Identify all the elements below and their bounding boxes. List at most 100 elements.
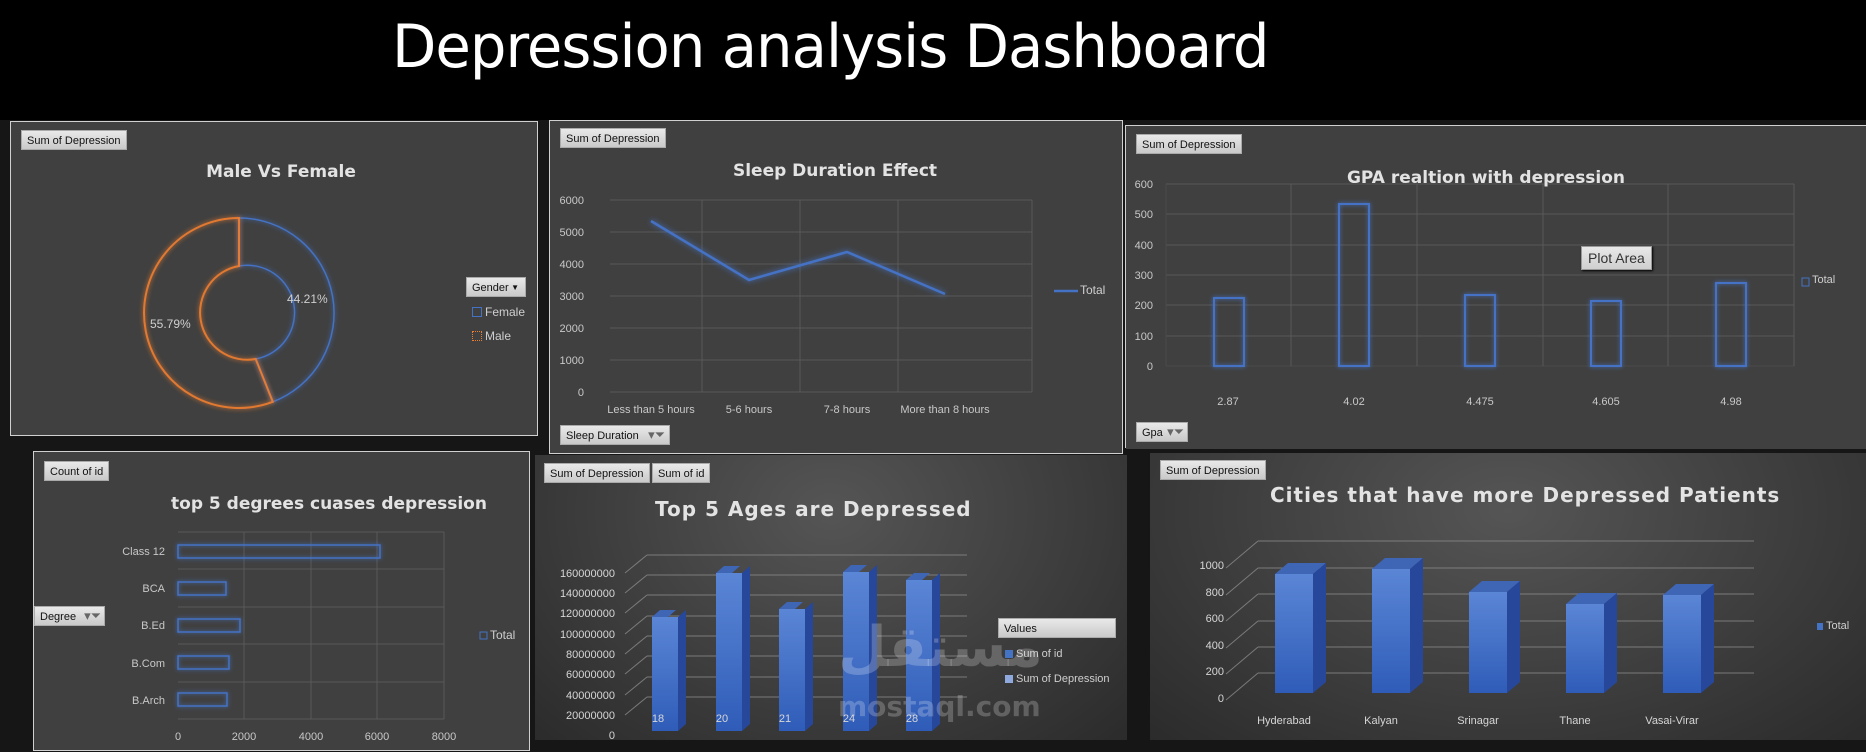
svg-text:4.475: 4.475 bbox=[1466, 396, 1494, 408]
svg-text:Kalyan: Kalyan bbox=[1364, 715, 1398, 727]
degree-filter-button[interactable]: Degree ▾⏷ bbox=[34, 606, 105, 626]
svg-text:20000000: 20000000 bbox=[566, 710, 615, 722]
female-slice bbox=[238, 217, 335, 403]
chart-title: Sleep Duration Effect bbox=[732, 161, 938, 181]
gender-filter-button[interactable]: Gender ▼ bbox=[466, 277, 526, 297]
filter-label: Gpa bbox=[1142, 427, 1163, 439]
values-legend-header: Values bbox=[998, 618, 1116, 638]
filter-funnel-icon: ▾⏷ bbox=[1167, 424, 1184, 439]
svg-text:28: 28 bbox=[906, 713, 918, 725]
svg-text:BCA: BCA bbox=[142, 583, 165, 595]
svg-text:400: 400 bbox=[1206, 640, 1224, 652]
svg-text:100000000: 100000000 bbox=[560, 629, 615, 641]
svg-text:0: 0 bbox=[578, 387, 584, 399]
3d-column-chart: 1000 800 600 400 200 0 Hyderabad Kalyan Srinaga… bbox=[1200, 540, 1823, 727]
legend-sum-of-depression[interactable]: Sum of Depression bbox=[1005, 673, 1110, 685]
svg-text:1000: 1000 bbox=[1200, 560, 1224, 572]
total-line bbox=[650, 219, 946, 296]
svg-text:3000: 3000 bbox=[560, 291, 584, 303]
bar-4-475 bbox=[1464, 294, 1496, 367]
dashboard-header: Depression analysis Dashboard bbox=[0, 0, 1866, 120]
legend-total[interactable]: Total bbox=[1080, 283, 1106, 297]
gpa-filter-button[interactable]: Gpa ▾⏷ bbox=[1136, 422, 1188, 442]
svg-text:100: 100 bbox=[1135, 331, 1153, 343]
legend-total[interactable]: Total bbox=[1812, 274, 1836, 286]
chart-title: GPA realtion with depression bbox=[1346, 168, 1626, 188]
chart-title: top 5 degrees cuases depression bbox=[171, 494, 487, 514]
svg-text:2000: 2000 bbox=[560, 323, 584, 335]
male-slice bbox=[143, 216, 275, 409]
svg-text:5-6 hours: 5-6 hours bbox=[726, 404, 773, 416]
degrees-chart-panel[interactable]: Count of id top 5 degrees cuases depress… bbox=[33, 451, 530, 751]
svg-text:Hyderabad: Hyderabad bbox=[1257, 715, 1311, 727]
bar-4-605 bbox=[1590, 300, 1622, 367]
page-title: Depression analysis Dashboard bbox=[392, 12, 1269, 82]
age-bars bbox=[652, 565, 940, 731]
cities-chart-panel[interactable]: Sum of Depression Cities that have more … bbox=[1150, 453, 1866, 740]
svg-text:600: 600 bbox=[1135, 179, 1153, 191]
sum-of-id-field-button[interactable]: Sum of id bbox=[652, 463, 711, 483]
bar-bca bbox=[177, 581, 227, 596]
svg-text:0: 0 bbox=[609, 730, 615, 740]
bar-bed bbox=[177, 618, 241, 633]
svg-text:Less than 5 hours: Less than 5 hours bbox=[607, 404, 695, 416]
sum-of-depression-field-button[interactable]: Sum of Depression bbox=[560, 128, 666, 148]
plot-area-tooltip: Plot Area bbox=[1581, 246, 1652, 270]
bar-2-87 bbox=[1213, 297, 1245, 367]
svg-text:4000: 4000 bbox=[299, 731, 323, 743]
svg-text:120000000: 120000000 bbox=[560, 608, 615, 620]
count-of-id-field-button[interactable]: Count of id bbox=[44, 461, 110, 481]
legend-label: Sum of id bbox=[1016, 648, 1063, 660]
svg-text:0: 0 bbox=[1218, 693, 1224, 705]
ages-x-labels: 18 20 21 24 28 bbox=[652, 713, 918, 725]
city-bars bbox=[1275, 558, 1714, 693]
svg-text:4.98: 4.98 bbox=[1720, 396, 1741, 408]
legend-total[interactable]: Total bbox=[490, 628, 516, 642]
bar-4-02 bbox=[1338, 203, 1370, 367]
svg-text:6000: 6000 bbox=[365, 731, 389, 743]
svg-text:8000: 8000 bbox=[432, 731, 456, 743]
svg-text:800: 800 bbox=[1206, 587, 1224, 599]
legend-total[interactable]: Total bbox=[1826, 620, 1850, 632]
filter-label: Degree bbox=[40, 611, 77, 623]
filter-label: Sleep Duration bbox=[566, 430, 639, 442]
3d-column-chart: 160000000 140000000 120000000 100000000 8000… bbox=[560, 554, 967, 740]
svg-text:400: 400 bbox=[1135, 240, 1153, 252]
svg-text:0: 0 bbox=[1147, 361, 1153, 373]
sleep-chart-panel[interactable]: Sum of Depression Sleep Duration Effect … bbox=[549, 120, 1123, 454]
sum-of-depression-field-button[interactable]: Sum of Depression bbox=[544, 463, 650, 483]
filter-funnel-icon: ▾⏷ bbox=[84, 608, 101, 623]
svg-text:600: 600 bbox=[1206, 613, 1224, 625]
legend-label: Female bbox=[485, 305, 526, 319]
svg-text:4000: 4000 bbox=[560, 259, 584, 271]
svg-text:More than 8 hours: More than 8 hours bbox=[900, 404, 990, 416]
svg-text:Thane: Thane bbox=[1559, 715, 1590, 727]
svg-text:1000: 1000 bbox=[560, 355, 584, 367]
ages-chart-panel[interactable]: Sum of Depression Sum of id Top 5 Ages a… bbox=[535, 455, 1127, 740]
line-chart: 6000 5000 4000 3000 2000 1000 0 Less than 5 ho… bbox=[560, 195, 1078, 416]
sum-of-depression-field-button[interactable]: Sum of Depression bbox=[1136, 134, 1242, 154]
svg-text:21: 21 bbox=[779, 713, 791, 725]
sleep-duration-filter-button[interactable]: Sleep Duration ▾⏷ bbox=[560, 425, 670, 445]
svg-text:5000: 5000 bbox=[560, 227, 584, 239]
legend-sum-of-id[interactable]: Sum of id bbox=[1005, 648, 1062, 660]
legend-label: Male bbox=[485, 329, 512, 343]
legend-label: Sum of Depression bbox=[1016, 673, 1110, 685]
gender-chart-panel[interactable]: Sum of Depression Male Vs Female 44.21% … bbox=[10, 121, 538, 436]
sum-of-depression-field-button[interactable]: Sum of Depression bbox=[1160, 460, 1266, 480]
svg-text:6000: 6000 bbox=[560, 195, 584, 207]
sum-of-depression-field-button[interactable]: Sum of Depression bbox=[21, 130, 127, 150]
gpa-chart-panel[interactable]: Sum of Depression GPA realtion with depr… bbox=[1125, 125, 1866, 449]
legend-female[interactable]: Female bbox=[472, 305, 525, 319]
svg-text:Srinagar: Srinagar bbox=[1457, 715, 1499, 727]
bar-barch bbox=[177, 692, 228, 707]
svg-text:60000000: 60000000 bbox=[566, 669, 615, 681]
svg-text:B.Arch: B.Arch bbox=[132, 695, 165, 707]
chart-title: Top 5 Ages are Depressed bbox=[655, 497, 972, 521]
bar-class-12 bbox=[177, 544, 381, 559]
svg-text:2.87: 2.87 bbox=[1217, 396, 1238, 408]
female-percent-label: 44.21% bbox=[287, 292, 328, 306]
legend-male[interactable]: Male bbox=[472, 329, 511, 343]
svg-text:24: 24 bbox=[843, 713, 855, 725]
svg-text:200: 200 bbox=[1135, 300, 1153, 312]
